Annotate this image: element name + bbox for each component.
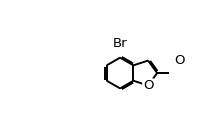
Text: O: O <box>175 54 185 67</box>
Text: O: O <box>143 79 153 92</box>
Text: Br: Br <box>113 37 128 50</box>
